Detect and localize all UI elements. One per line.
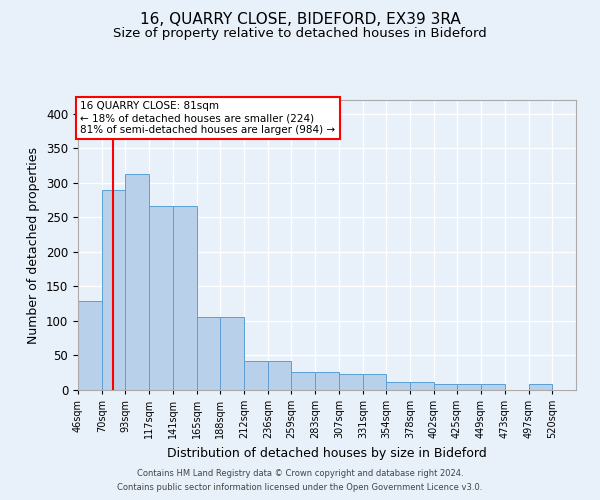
Bar [315,372,339,390]
Y-axis label: Number of detached properties: Number of detached properties [28,146,40,344]
Bar [78,301,102,390]
Bar [102,190,125,390]
Bar [529,384,552,390]
Bar [125,174,149,390]
Bar [434,384,457,390]
Bar [386,382,410,390]
Bar [339,374,363,390]
Text: Contains HM Land Registry data © Crown copyright and database right 2024.: Contains HM Land Registry data © Crown c… [137,468,463,477]
Text: 16 QUARRY CLOSE: 81sqm
← 18% of detached houses are smaller (224)
81% of semi-de: 16 QUARRY CLOSE: 81sqm ← 18% of detached… [80,102,335,134]
Bar [149,206,173,390]
X-axis label: Distribution of detached houses by size in Bideford: Distribution of detached houses by size … [167,446,487,460]
Text: Contains public sector information licensed under the Open Government Licence v3: Contains public sector information licen… [118,484,482,492]
Bar [244,361,268,390]
Bar [481,384,505,390]
Bar [410,382,434,390]
Bar [197,317,220,390]
Bar [173,206,197,390]
Bar [220,317,244,390]
Text: 16, QUARRY CLOSE, BIDEFORD, EX39 3RA: 16, QUARRY CLOSE, BIDEFORD, EX39 3RA [140,12,460,28]
Bar [457,384,481,390]
Bar [363,374,386,390]
Text: Size of property relative to detached houses in Bideford: Size of property relative to detached ho… [113,28,487,40]
Bar [268,361,291,390]
Bar [291,372,315,390]
